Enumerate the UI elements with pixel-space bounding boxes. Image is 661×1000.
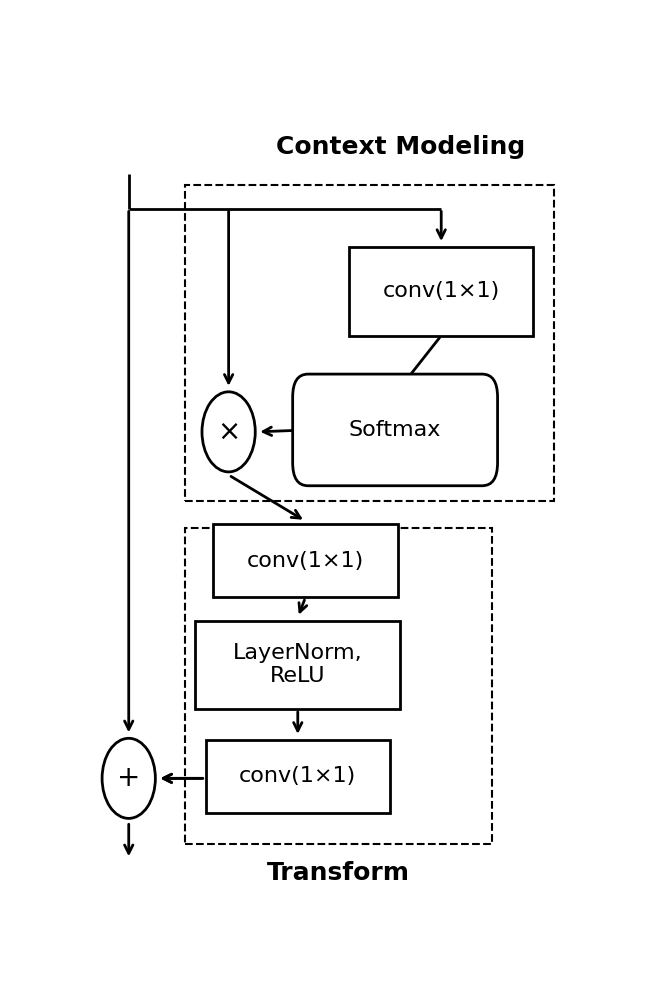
Bar bbox=[214, 524, 398, 597]
Bar bbox=[185, 528, 492, 844]
Text: conv(1×1): conv(1×1) bbox=[247, 551, 364, 571]
Text: Transform: Transform bbox=[267, 861, 410, 885]
Text: +: + bbox=[117, 764, 140, 792]
Text: Softmax: Softmax bbox=[349, 420, 442, 440]
Circle shape bbox=[202, 392, 255, 472]
Bar bbox=[196, 620, 401, 709]
Text: Context Modeling: Context Modeling bbox=[276, 135, 525, 159]
Bar bbox=[185, 185, 554, 501]
Text: conv(1×1): conv(1×1) bbox=[383, 281, 500, 301]
FancyBboxPatch shape bbox=[293, 374, 498, 486]
Text: ×: × bbox=[217, 418, 240, 446]
Text: LayerNorm,
ReLU: LayerNorm, ReLU bbox=[233, 643, 363, 686]
Bar bbox=[349, 247, 533, 336]
Bar bbox=[206, 740, 390, 813]
Circle shape bbox=[102, 738, 155, 818]
Text: conv(1×1): conv(1×1) bbox=[239, 766, 356, 786]
